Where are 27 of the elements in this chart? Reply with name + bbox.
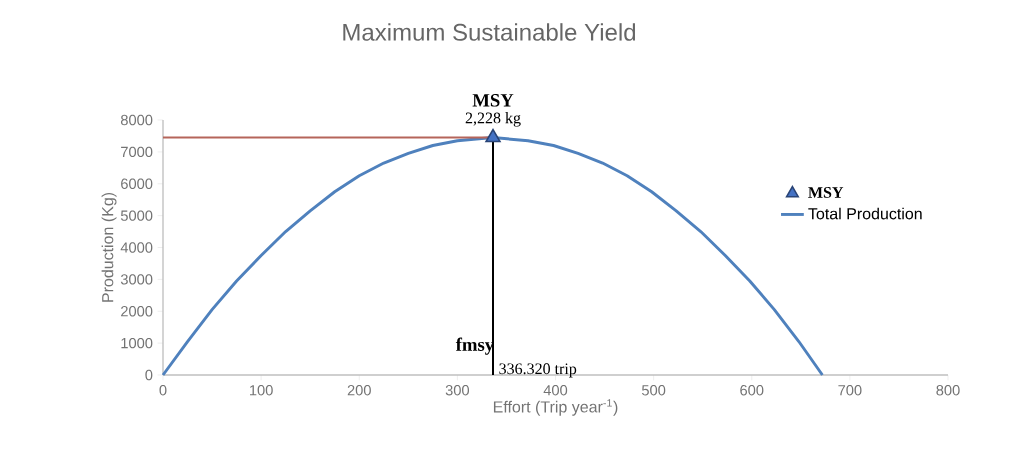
annotation: 2,228 kg [465,112,521,127]
ref-line-label: fmsy [455,337,494,355]
x-tick-label: 500 [641,385,666,396]
x-tick-label: 0 [159,385,167,396]
x-tick-label: 200 [347,385,371,396]
y-tick-label: 6000 [121,178,153,189]
x-axis-title: Effort (Trip year$^{-1}$) [493,399,618,416]
y-tick-label: 8000 [120,114,153,126]
x-tick-label: 100 [250,385,273,396]
y-tick-label: 2000 [121,306,153,317]
y-tick-label: 4000 [120,242,153,253]
y-tick-label: 5000 [120,210,153,221]
legend-label: MSY [808,187,844,198]
annotation: MSY [472,94,514,107]
chart-title: Maximum Sustainable Yield [343,23,636,41]
x-tick-label: 600 [740,385,764,396]
y-tick-label: 1000 [121,337,153,349]
x-tick-label: 700 [838,385,862,396]
y-tick-label: 3000 [120,274,153,285]
y-axis-title: Production (Kg) [101,192,117,302]
y-tick-label: 7000 [121,146,153,158]
x-tick-label: 800 [936,385,960,396]
annotation: 336.320 trip [499,363,577,378]
y-tick-label: 0 [145,369,153,381]
x-tick-label: 300 [445,385,470,396]
legend-label: Total Production [808,207,922,220]
x-tick-label: 400 [543,385,568,396]
